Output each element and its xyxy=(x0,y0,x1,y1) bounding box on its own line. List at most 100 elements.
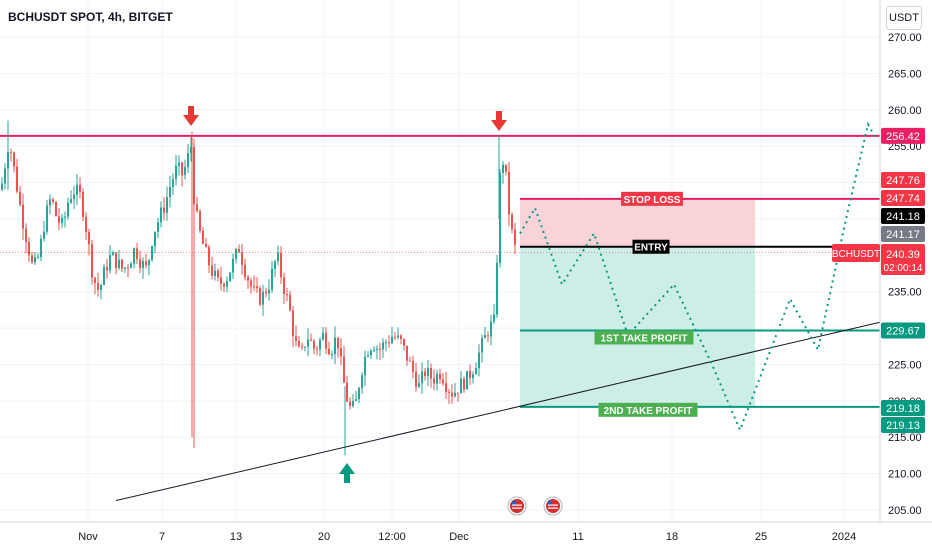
candle xyxy=(403,338,405,346)
candle xyxy=(220,277,222,284)
candle xyxy=(43,231,45,239)
price-tags: 256.42 247.76 247.74 241.18 241.17 240.39 02:0… xyxy=(832,127,925,433)
candle xyxy=(262,291,264,305)
candle xyxy=(457,392,459,394)
arrow-shaft xyxy=(344,473,350,483)
y-tick-label: 265.00 xyxy=(888,68,922,80)
candle xyxy=(430,367,432,379)
candle xyxy=(151,246,153,260)
us-flag-icon[interactable] xyxy=(507,496,527,516)
candle xyxy=(343,356,345,383)
candle xyxy=(496,262,498,315)
take-profit-2b-tag: 219.13 xyxy=(886,420,920,432)
flag-stripe xyxy=(548,507,558,509)
candle xyxy=(268,289,270,294)
candle xyxy=(511,214,513,230)
sell-arrow-icon xyxy=(491,111,507,131)
candle xyxy=(70,198,72,203)
candle xyxy=(367,355,369,357)
flag-canton xyxy=(548,501,552,505)
candle xyxy=(289,295,291,311)
candle xyxy=(37,256,39,258)
entry-tag-bg xyxy=(881,208,925,224)
candle xyxy=(247,277,249,281)
candle xyxy=(358,387,360,400)
candle xyxy=(148,259,150,266)
arrow-shaft xyxy=(188,106,194,116)
candle xyxy=(478,352,480,369)
candle xyxy=(292,310,294,337)
candle xyxy=(316,348,318,350)
candle xyxy=(127,267,129,269)
candle xyxy=(160,207,162,223)
candle xyxy=(253,286,255,288)
candle xyxy=(397,335,399,338)
take-profit-2-label: 2ND TAKE PROFIT xyxy=(604,406,693,417)
candle xyxy=(484,335,486,339)
last-price-tag-bg xyxy=(881,244,925,275)
candle xyxy=(505,164,507,172)
candle xyxy=(298,340,300,347)
candle xyxy=(409,360,411,362)
candle xyxy=(460,378,462,394)
candle xyxy=(487,335,489,337)
candle xyxy=(286,294,288,296)
candle xyxy=(259,288,261,305)
stop-loss-2-tag-bg xyxy=(881,190,925,206)
candle xyxy=(133,248,135,264)
candle xyxy=(241,252,243,265)
candle xyxy=(475,368,477,375)
currency-button[interactable]: USDT xyxy=(886,6,922,30)
candle xyxy=(418,383,420,387)
candle xyxy=(217,270,219,278)
candle xyxy=(208,246,210,266)
candle xyxy=(361,375,363,388)
candle xyxy=(436,373,438,384)
chart-title: BCHUSDT SPOT, 4h, BITGET xyxy=(8,10,173,24)
candle xyxy=(163,207,165,213)
stop-loss-label: STOP LOSS xyxy=(624,195,681,206)
candle xyxy=(130,263,132,269)
candle xyxy=(421,371,423,384)
candle xyxy=(340,347,342,357)
candle xyxy=(85,216,87,232)
candle xyxy=(310,339,312,341)
candle xyxy=(481,338,483,353)
candle xyxy=(136,248,138,260)
candle xyxy=(373,350,375,352)
candle xyxy=(463,378,465,390)
candle xyxy=(442,379,444,384)
candle xyxy=(382,342,384,350)
candle xyxy=(124,267,126,269)
entry-2-tag-bg xyxy=(881,226,925,242)
candle xyxy=(502,164,504,173)
us-flag-icon[interactable] xyxy=(543,496,563,516)
candle xyxy=(424,371,426,377)
event-markers[interactable] xyxy=(507,496,563,516)
candle xyxy=(166,197,168,213)
candle xyxy=(508,171,510,215)
candle xyxy=(106,267,108,271)
resistance-tag: 256.42 xyxy=(886,131,920,143)
flag-stripe xyxy=(512,504,522,506)
candle xyxy=(331,354,333,356)
x-tick-label: Nov xyxy=(78,531,98,543)
candle xyxy=(199,211,201,231)
entry-tag: 241.18 xyxy=(886,211,920,223)
candle xyxy=(328,348,330,355)
drawn-lines xyxy=(115,121,881,502)
candle xyxy=(466,371,468,390)
x-tick-label: 11 xyxy=(572,531,583,543)
candle xyxy=(277,252,279,262)
stop-loss-2-tag: 247.74 xyxy=(886,193,920,205)
stop-loss-label-bg xyxy=(621,191,683,206)
candle xyxy=(19,191,21,205)
candle xyxy=(40,238,42,257)
candle xyxy=(412,360,414,372)
take-profit-2b-tag-bg xyxy=(881,417,925,433)
candle xyxy=(301,346,303,348)
candle xyxy=(214,270,216,276)
candle xyxy=(472,374,474,378)
x-tick-label: 7 xyxy=(159,531,165,543)
